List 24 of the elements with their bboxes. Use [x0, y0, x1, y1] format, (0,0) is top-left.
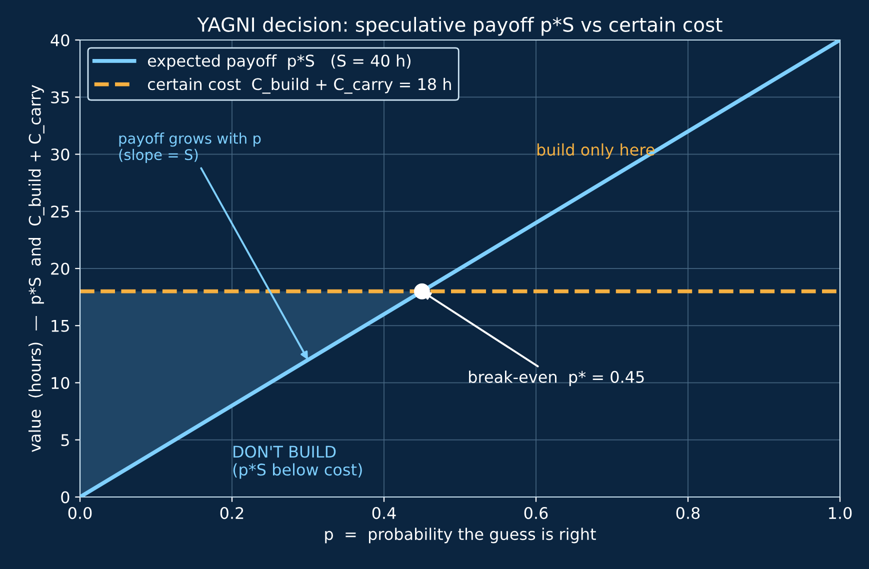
x-tick-label: 0.2: [220, 507, 244, 520]
x-tick-label: 0.6: [524, 507, 548, 520]
y-tick-label: 0: [61, 491, 70, 504]
y-tick-label: 25: [51, 206, 69, 218]
y-tick-label: 35: [51, 91, 69, 104]
y-tick-label: 30: [51, 148, 70, 161]
legend-label: expected payoff p*S (S = 40 h): [148, 54, 410, 70]
y-tick-label: 10: [52, 376, 70, 390]
chart-title: YAGNI decision: speculative payoff p*S vs certain cost: [197, 16, 722, 36]
x-axis-title: p = probability the guess is right: [325, 528, 596, 544]
annotation: DON'T BUILD (p*S below cost): [233, 446, 362, 479]
x-tick-label: 0.4: [372, 507, 396, 520]
legend-label: certain cost C_build + C_carry = 18 h: [148, 78, 451, 94]
y-tick-label: 5: [61, 434, 69, 446]
x-tick-label: 0.0: [68, 507, 92, 520]
x-tick-label: 1.0: [829, 507, 852, 520]
annotation: build only here: [537, 143, 654, 159]
annotation: payoff grows with p (slope = S): [119, 132, 261, 163]
annotation: break-even p* = 0.45: [469, 370, 644, 386]
y-tick-label: 20: [51, 262, 70, 275]
y-tick-label: 15: [52, 320, 69, 332]
y-tick-label: 40: [50, 34, 70, 46]
x-tick-label: 0.8: [676, 507, 700, 520]
y-axis-title: value (hours) — p*S and C_build + C_carry: [28, 84, 44, 452]
